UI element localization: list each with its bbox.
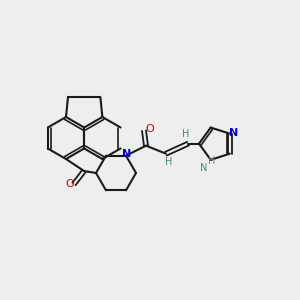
Text: O: O bbox=[66, 179, 74, 189]
Text: N: N bbox=[122, 149, 132, 159]
Text: O: O bbox=[146, 124, 154, 134]
Text: H: H bbox=[208, 156, 215, 166]
Text: N: N bbox=[229, 128, 239, 138]
Text: H: H bbox=[165, 157, 173, 167]
Text: N: N bbox=[200, 163, 207, 173]
Text: H: H bbox=[182, 129, 190, 139]
